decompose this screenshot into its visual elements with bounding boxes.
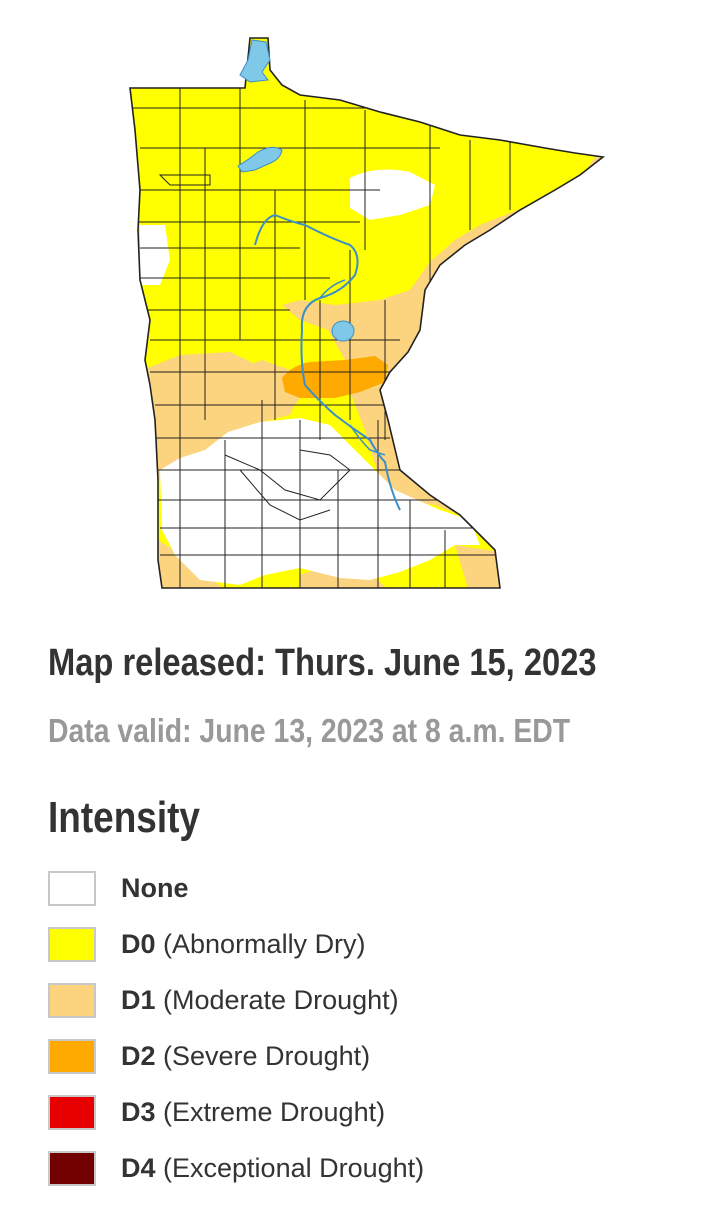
legend-label-d4: D4 (Exceptional Drought) [121,1153,424,1184]
legend-code: D2 [121,1041,156,1071]
lake-of-the-woods [239,39,271,83]
legend-swatch-d4 [48,1151,96,1186]
data-valid-text: Data valid: June 13, 2023 at 8 a.m. EDT [48,712,571,749]
legend-description: (Moderate Drought) [155,985,399,1015]
legend-swatch-d0 [48,927,96,962]
legend-description: (Exceptional Drought) [155,1153,425,1183]
legend-label-d0: D0 (Abnormally Dry) [121,929,366,960]
d1-area-central [235,360,305,405]
legend-item-none: None [48,870,424,907]
legend-swatch-d1 [48,983,96,1018]
county-lines [130,88,511,588]
map-released-text: Map released: Thurs. June 15, 2023 [48,642,597,684]
legend-swatch-none [48,871,96,906]
state-outline [129,37,605,589]
none-area-north [350,169,435,220]
legend-label-d1: D1 (Moderate Drought) [121,985,399,1016]
legend-description: (Severe Drought) [155,1041,371,1071]
legend-title: Intensity [48,793,200,842]
drought-map [129,37,605,589]
minnesota-map-svg [129,37,605,589]
legend: None D0 (Abnormally Dry) D1 (Moderate Dr… [48,870,424,1206]
legend-swatch-d2 [48,1039,96,1074]
legend-item-d2: D2 (Severe Drought) [48,1038,424,1075]
legend-item-d4: D4 (Exceptional Drought) [48,1150,424,1187]
river-branch [319,279,346,299]
none-area-west [140,225,170,285]
legend-swatch-d3 [48,1095,96,1130]
legend-label-d3: D3 (Extreme Drought) [121,1097,385,1128]
drought-areas [130,38,603,588]
d1-area-southeast [455,545,505,588]
legend-code: D0 [121,929,156,959]
minnesota-river [349,424,386,456]
mille-lacs-lake [331,320,355,342]
legend-label-d2: D2 (Severe Drought) [121,1041,370,1072]
legend-item-d3: D3 (Extreme Drought) [48,1094,424,1131]
legend-item-d1: D1 (Moderate Drought) [48,982,424,1019]
legend-label-none: None [121,873,189,904]
legend-code: D4 [121,1153,156,1183]
legend-code: D3 [121,1097,156,1127]
mississippi-river [254,213,401,511]
legend-description: (Abnormally Dry) [155,929,366,959]
legend-code: None [121,873,189,903]
legend-code: D1 [121,985,156,1015]
legend-description: (Extreme Drought) [155,1097,386,1127]
legend-item-d0: D0 (Abnormally Dry) [48,926,424,963]
red-lake [237,146,283,173]
none-area-south [160,418,480,585]
